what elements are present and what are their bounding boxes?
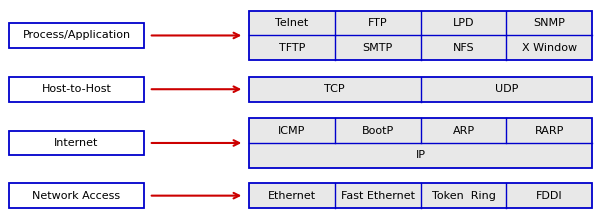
Text: Host-to-Host: Host-to-Host — [41, 84, 112, 94]
Text: Token  Ring: Token Ring — [431, 191, 496, 201]
Bar — [9, 23, 144, 48]
Bar — [9, 77, 144, 102]
Text: UDP: UDP — [495, 84, 518, 94]
Text: SNMP: SNMP — [533, 18, 565, 28]
Bar — [9, 131, 144, 155]
Text: Fast Ethernet: Fast Ethernet — [341, 191, 415, 201]
Text: TFTP: TFTP — [279, 43, 305, 53]
Text: Ethernet: Ethernet — [268, 191, 316, 201]
Text: IP: IP — [416, 150, 425, 160]
Text: Internet: Internet — [55, 138, 98, 148]
Text: RARP: RARP — [535, 126, 564, 136]
Text: SMTP: SMTP — [362, 43, 393, 53]
Text: FTP: FTP — [368, 18, 388, 28]
Text: FDDI: FDDI — [536, 191, 563, 201]
Bar — [249, 118, 592, 168]
Text: TCP: TCP — [325, 84, 345, 94]
Text: ARP: ARP — [452, 126, 475, 136]
Text: ICMP: ICMP — [278, 126, 305, 136]
Text: Network Access: Network Access — [32, 191, 121, 201]
Text: NFS: NFS — [452, 43, 475, 53]
Text: X Window: X Window — [522, 43, 577, 53]
Text: LPD: LPD — [453, 18, 474, 28]
Bar — [249, 77, 592, 102]
Text: BootP: BootP — [362, 126, 394, 136]
Bar — [249, 183, 592, 208]
Text: Telnet: Telnet — [275, 18, 308, 28]
Text: Process/Application: Process/Application — [22, 31, 131, 40]
Bar — [249, 11, 592, 60]
Bar — [9, 183, 144, 208]
